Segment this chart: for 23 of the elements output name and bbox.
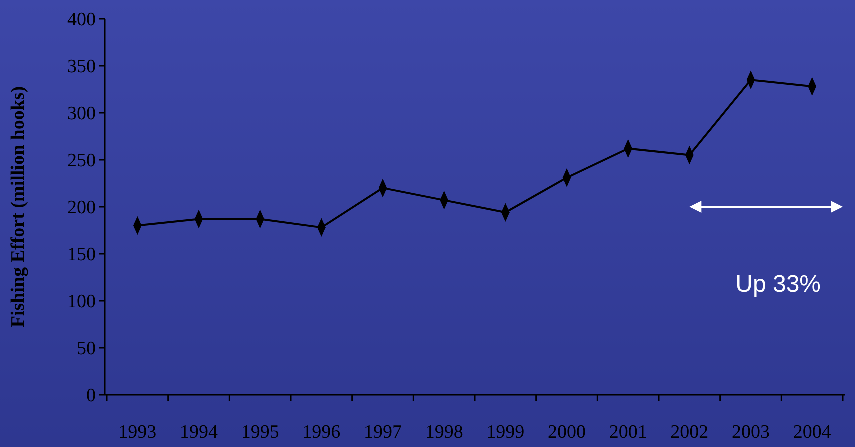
x-tick-label: 1999 bbox=[486, 422, 525, 443]
y-tick-label: 100 bbox=[68, 292, 96, 313]
y-tick-label: 200 bbox=[68, 198, 96, 219]
x-tick-label: 2001 bbox=[609, 422, 648, 443]
x-tick-label: 1997 bbox=[364, 422, 402, 443]
y-tick-label: 0 bbox=[86, 386, 96, 407]
x-tick-label: 2004 bbox=[793, 422, 832, 443]
x-tick-label: 2002 bbox=[670, 422, 709, 443]
x-tick-label: 1993 bbox=[118, 422, 157, 443]
y-tick-label: 400 bbox=[68, 10, 96, 31]
y-tick-label: 150 bbox=[68, 244, 96, 266]
x-tick-label: 1995 bbox=[241, 422, 280, 443]
x-tick-label: 2000 bbox=[548, 422, 586, 443]
y-tick-label: 300 bbox=[68, 104, 96, 125]
y-tick-label: 350 bbox=[68, 56, 96, 78]
x-tick-label: 1994 bbox=[180, 422, 218, 443]
y-tick-label: 50 bbox=[77, 338, 96, 360]
x-tick-label: 2003 bbox=[732, 422, 770, 443]
annotation: Up 33% bbox=[736, 271, 822, 298]
y-axis-title: Fishing Effort (million hooks) bbox=[8, 86, 29, 328]
y-tick-label: 250 bbox=[68, 150, 96, 172]
x-tick-label: 1996 bbox=[302, 422, 341, 443]
x-tick-label: 1998 bbox=[425, 422, 464, 443]
